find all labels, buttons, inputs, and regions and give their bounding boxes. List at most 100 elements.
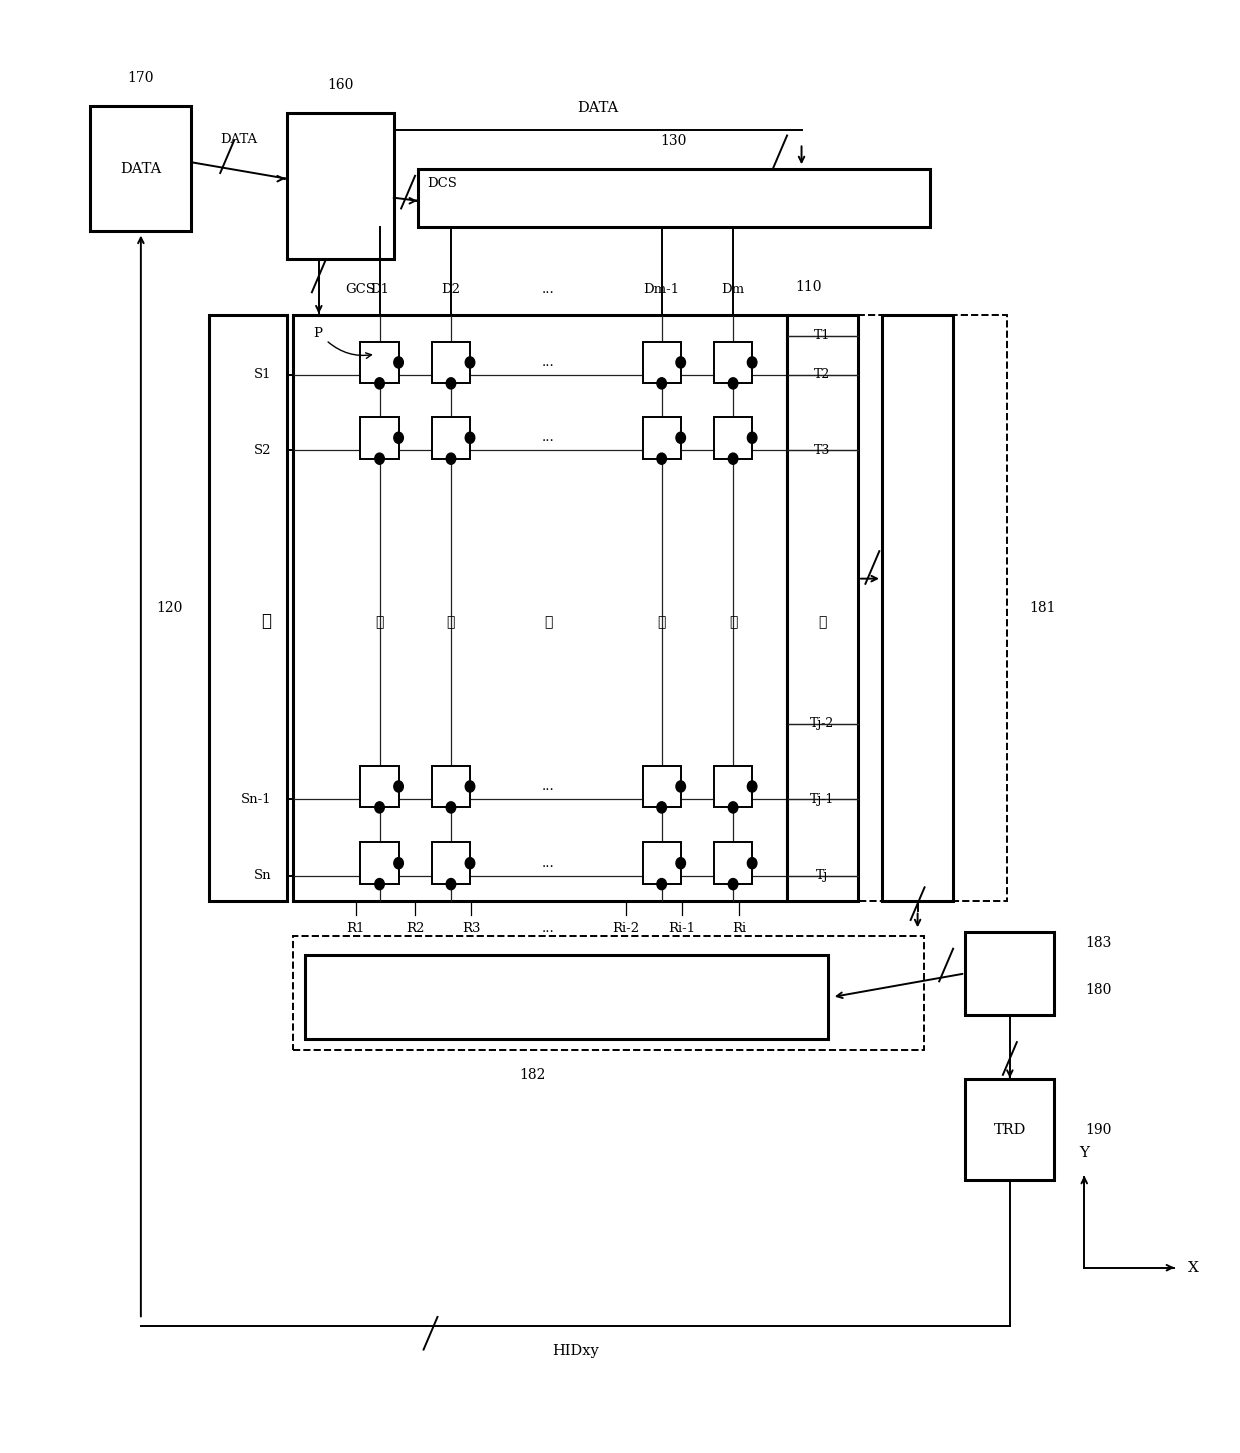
Circle shape [748, 432, 756, 443]
Text: DATA: DATA [577, 102, 619, 115]
Text: ⋮: ⋮ [657, 615, 666, 629]
Circle shape [728, 378, 738, 389]
Text: R1: R1 [346, 923, 365, 936]
Text: ⋮: ⋮ [544, 615, 553, 629]
Text: GCS: GCS [345, 283, 374, 296]
Text: 110: 110 [795, 280, 821, 294]
Text: 182: 182 [520, 1068, 546, 1082]
Text: S1: S1 [254, 369, 272, 382]
Circle shape [374, 453, 384, 465]
Bar [642, 417, 681, 459]
Bar [361, 341, 398, 384]
Bar [786, 315, 858, 901]
Text: Ri-2: Ri-2 [613, 923, 640, 936]
Circle shape [394, 780, 403, 792]
Text: TRD: TRD [993, 1123, 1025, 1136]
Text: ...: ... [542, 923, 556, 936]
Circle shape [465, 432, 475, 443]
Text: Tj: Tj [816, 869, 828, 882]
Text: Dm-1: Dm-1 [644, 283, 680, 296]
Circle shape [465, 780, 475, 792]
Text: D1: D1 [370, 283, 389, 296]
Circle shape [446, 802, 456, 814]
Bar [361, 766, 398, 808]
Bar [714, 766, 753, 808]
Text: R3: R3 [463, 923, 480, 936]
Circle shape [465, 357, 475, 368]
Text: ⋮: ⋮ [446, 615, 455, 629]
Circle shape [657, 879, 666, 889]
Text: ⋮: ⋮ [376, 615, 383, 629]
Text: DCS: DCS [427, 177, 458, 190]
Text: D2: D2 [441, 283, 460, 296]
Text: 160: 160 [327, 78, 353, 92]
Text: T2: T2 [815, 369, 831, 382]
Bar [293, 936, 924, 1051]
Bar [432, 341, 470, 384]
Circle shape [676, 432, 686, 443]
Circle shape [748, 857, 756, 869]
Circle shape [728, 802, 738, 814]
Text: S2: S2 [254, 443, 272, 456]
Text: 181: 181 [1029, 602, 1055, 615]
Circle shape [748, 780, 756, 792]
Bar [714, 417, 753, 459]
Text: ⋮: ⋮ [262, 613, 272, 631]
Bar [210, 315, 286, 901]
Text: ⋮: ⋮ [818, 615, 827, 629]
Bar [361, 417, 398, 459]
Bar [305, 955, 828, 1039]
Circle shape [374, 378, 384, 389]
Circle shape [676, 357, 686, 368]
Text: Ri-1: Ri-1 [668, 923, 696, 936]
Bar [642, 766, 681, 808]
Text: DATA: DATA [221, 134, 258, 147]
Text: HIDxy: HIDxy [552, 1344, 599, 1359]
Circle shape [394, 432, 403, 443]
Text: Tj-2: Tj-2 [810, 718, 835, 731]
Bar [965, 1080, 1054, 1180]
Circle shape [446, 453, 456, 465]
Bar [432, 417, 470, 459]
Text: X: X [1188, 1261, 1199, 1274]
Text: ...: ... [542, 780, 556, 793]
Bar [418, 169, 930, 227]
Circle shape [657, 802, 666, 814]
Text: 190: 190 [1085, 1123, 1112, 1136]
Bar [714, 341, 753, 384]
Bar [361, 843, 398, 883]
Bar [965, 931, 1054, 1016]
Bar [714, 843, 753, 883]
Circle shape [446, 879, 456, 889]
Circle shape [465, 857, 475, 869]
Bar [286, 113, 394, 259]
Bar [786, 315, 1007, 901]
Circle shape [676, 857, 686, 869]
Circle shape [657, 378, 666, 389]
Text: R2: R2 [405, 923, 424, 936]
Circle shape [446, 378, 456, 389]
Text: ...: ... [542, 356, 556, 369]
Text: ...: ... [542, 432, 556, 445]
Text: T1: T1 [815, 330, 831, 343]
Text: 183: 183 [1085, 936, 1112, 950]
Text: ...: ... [542, 857, 556, 870]
Text: Sn: Sn [254, 869, 272, 882]
Bar [432, 766, 470, 808]
Bar [642, 843, 681, 883]
Bar [882, 315, 954, 901]
Bar [293, 315, 786, 901]
Text: P: P [314, 327, 322, 340]
Bar [91, 106, 191, 231]
Circle shape [748, 357, 756, 368]
Text: 120: 120 [156, 602, 184, 615]
Circle shape [374, 879, 384, 889]
Circle shape [657, 453, 666, 465]
Text: ...: ... [542, 283, 556, 296]
Text: 170: 170 [128, 71, 154, 84]
Text: Dm: Dm [722, 283, 745, 296]
Text: DATA: DATA [120, 161, 161, 176]
Text: Ri: Ri [732, 923, 746, 936]
Bar [642, 341, 681, 384]
Text: T3: T3 [815, 443, 831, 456]
